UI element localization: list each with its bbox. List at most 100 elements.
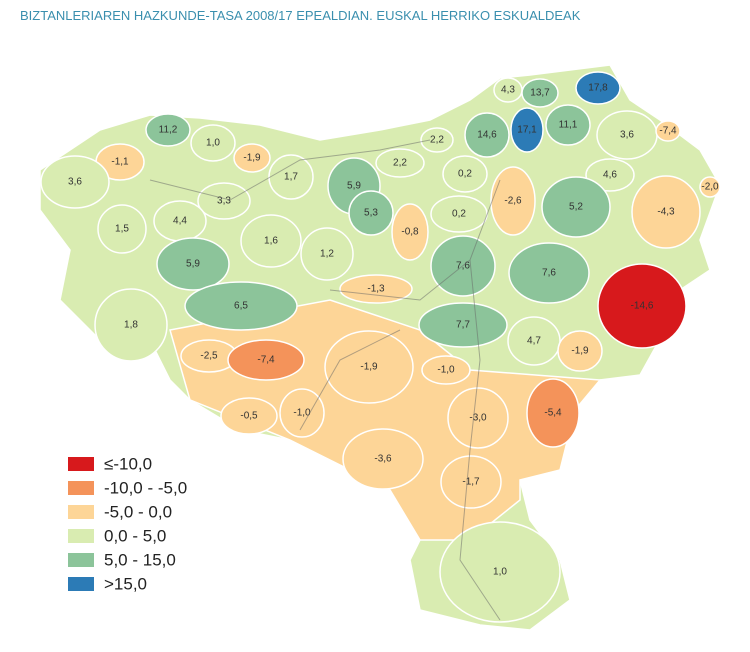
region-label: -3,0 [469, 413, 487, 424]
region-label: -1,0 [437, 365, 455, 376]
region [699, 176, 721, 198]
map-title: BIZTANLERIAREN HAZKUNDE-TASA 2008/17 EPE… [20, 8, 581, 23]
region [227, 339, 305, 381]
region [447, 387, 509, 449]
region-label: 1,0 [206, 138, 220, 149]
region [490, 166, 536, 236]
region-label: 5,9 [186, 259, 200, 270]
legend-swatch [68, 505, 94, 519]
legend-swatch [68, 457, 94, 471]
region [268, 154, 314, 200]
region-label: -1,9 [571, 346, 589, 357]
region [156, 237, 230, 291]
region-label: 1,7 [284, 172, 298, 183]
region-label: 1,2 [320, 249, 334, 260]
region-label: 5,3 [364, 208, 378, 219]
region [508, 242, 590, 304]
region [440, 455, 502, 509]
legend-label: -10,0 - -5,0 [104, 478, 187, 497]
region-label: 1,8 [124, 320, 138, 331]
legend-swatch [68, 553, 94, 567]
region [94, 288, 168, 362]
region [521, 78, 559, 108]
region-label: -3,6 [374, 454, 392, 465]
region [464, 112, 510, 158]
region-label: -2,5 [200, 351, 218, 362]
region [631, 175, 701, 249]
region [391, 203, 429, 261]
region-label: 0,2 [458, 169, 472, 180]
region [557, 330, 603, 372]
region-label: 3,6 [620, 130, 634, 141]
legend-label: 0,0 - 5,0 [104, 526, 166, 545]
region-label: 5,9 [347, 181, 361, 192]
region [339, 274, 413, 304]
region-label: -7,4 [659, 126, 677, 137]
region-label: -0,5 [240, 411, 258, 422]
region-label: 17,1 [517, 125, 537, 136]
region [324, 330, 414, 404]
region-label: 17,8 [588, 83, 608, 94]
region-label: -1,7 [462, 477, 480, 488]
region-label: 0,2 [452, 209, 466, 220]
region-label: 7,6 [456, 261, 470, 272]
region-label: 1,5 [115, 224, 129, 235]
region-label: -14,6 [631, 301, 654, 312]
region [233, 143, 271, 173]
region-label: -1,3 [367, 284, 385, 295]
region-label: 2,2 [430, 135, 444, 146]
region [421, 355, 471, 385]
region [190, 124, 236, 162]
region [97, 204, 147, 254]
region [220, 397, 278, 435]
region-label: -1,9 [360, 362, 378, 373]
region-label: -1,1 [111, 157, 129, 168]
region-label: 7,7 [456, 320, 470, 331]
region-label: 4,4 [173, 216, 187, 227]
region-label: 11,2 [159, 125, 178, 136]
legend-swatch [68, 577, 94, 591]
region [145, 113, 191, 147]
region-label: -2,0 [701, 182, 719, 193]
region-label: -1,9 [243, 153, 261, 164]
region-label: 14,6 [477, 130, 497, 141]
region [439, 521, 561, 623]
legend-label: 5,0 - 15,0 [104, 550, 176, 569]
region-label: 1,0 [493, 567, 507, 578]
region [184, 281, 298, 331]
region-label: 7,6 [542, 268, 556, 279]
region [279, 388, 325, 438]
region [526, 378, 580, 448]
region-label: 1,6 [264, 236, 278, 247]
region [442, 155, 488, 193]
region [545, 104, 591, 146]
region-label: 6,5 [234, 301, 248, 312]
region-label: 5,2 [569, 202, 583, 213]
region-label: -5,4 [544, 408, 562, 419]
region [348, 190, 394, 236]
legend-label: >15,0 [104, 574, 147, 593]
region-label: -7,4 [257, 355, 275, 366]
region [40, 155, 110, 209]
region [420, 127, 454, 153]
region-label: 4,7 [527, 336, 541, 347]
region-label: -4,3 [657, 207, 675, 218]
region-label: 2,2 [393, 158, 407, 169]
region-label: 3,3 [217, 196, 231, 207]
region-label: -2,6 [504, 196, 522, 207]
region [375, 148, 425, 178]
legend-label: ≤-10,0 [104, 454, 152, 473]
legend-swatch [68, 481, 94, 495]
legend-swatch [68, 529, 94, 543]
region [240, 214, 302, 268]
region-label: -1,0 [293, 408, 311, 419]
region-label: 13,7 [530, 88, 550, 99]
rivers-roads [149, 139, 501, 621]
region-label: 4,3 [501, 85, 515, 96]
region-label: 11,1 [559, 120, 578, 131]
region [300, 227, 354, 281]
legend-label: -5,0 - 0,0 [104, 502, 172, 521]
region [418, 302, 508, 348]
region [541, 176, 611, 238]
